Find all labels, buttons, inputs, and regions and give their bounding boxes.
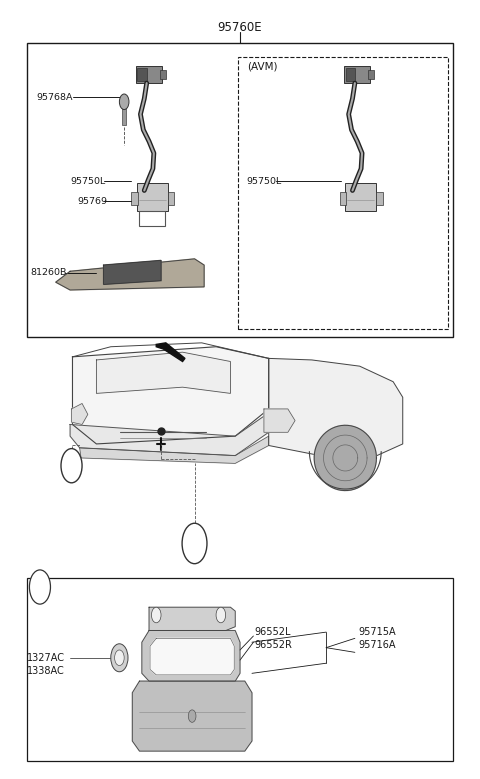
Polygon shape [149, 608, 235, 630]
Circle shape [29, 570, 50, 605]
Text: 95760E: 95760E [218, 20, 262, 33]
Polygon shape [96, 352, 230, 393]
Polygon shape [269, 358, 403, 464]
Bar [168, 192, 174, 205]
Bar [139, 210, 165, 226]
Text: a: a [68, 460, 75, 471]
Polygon shape [314, 425, 376, 491]
Text: 95769: 95769 [77, 197, 107, 206]
Bar [27, 44, 453, 337]
Text: (AVM): (AVM) [247, 61, 277, 71]
Polygon shape [80, 436, 269, 464]
Polygon shape [142, 630, 240, 681]
Bar [339, 192, 346, 205]
Text: 1327AC: 1327AC [27, 653, 65, 663]
Bar [368, 70, 374, 79]
Circle shape [188, 710, 196, 722]
Circle shape [111, 643, 128, 671]
Text: 95715A: 95715A [359, 627, 396, 637]
Bar [122, 108, 126, 125]
Bar [344, 66, 371, 83]
Text: a: a [37, 582, 43, 592]
Polygon shape [104, 260, 161, 284]
Text: 95768A: 95768A [36, 93, 73, 101]
Bar [376, 192, 383, 205]
Bar [137, 69, 146, 81]
Text: 96552R: 96552R [254, 640, 292, 650]
Polygon shape [150, 638, 234, 675]
Polygon shape [56, 259, 204, 290]
Bar [346, 69, 355, 81]
Text: 81260B: 81260B [31, 268, 67, 277]
Bar [136, 66, 162, 83]
Bar [345, 183, 376, 210]
Text: 95750L: 95750L [246, 177, 281, 185]
Circle shape [115, 650, 124, 665]
Bar [132, 192, 138, 205]
Text: 95750L: 95750L [70, 177, 105, 185]
Text: 95716A: 95716A [359, 640, 396, 650]
Circle shape [152, 608, 161, 622]
Polygon shape [72, 347, 269, 444]
Text: 1338AC: 1338AC [27, 666, 65, 676]
Bar [160, 70, 166, 79]
Bar [27, 578, 453, 761]
Polygon shape [70, 413, 269, 456]
Text: a: a [192, 538, 198, 548]
Circle shape [216, 608, 226, 622]
Bar [137, 183, 168, 210]
Text: 96552L: 96552L [254, 627, 291, 637]
Polygon shape [156, 343, 185, 361]
Circle shape [61, 449, 82, 483]
Circle shape [182, 523, 207, 564]
Polygon shape [132, 681, 252, 751]
Bar [238, 57, 448, 329]
Polygon shape [264, 409, 295, 432]
Polygon shape [72, 404, 88, 425]
Circle shape [120, 94, 129, 110]
